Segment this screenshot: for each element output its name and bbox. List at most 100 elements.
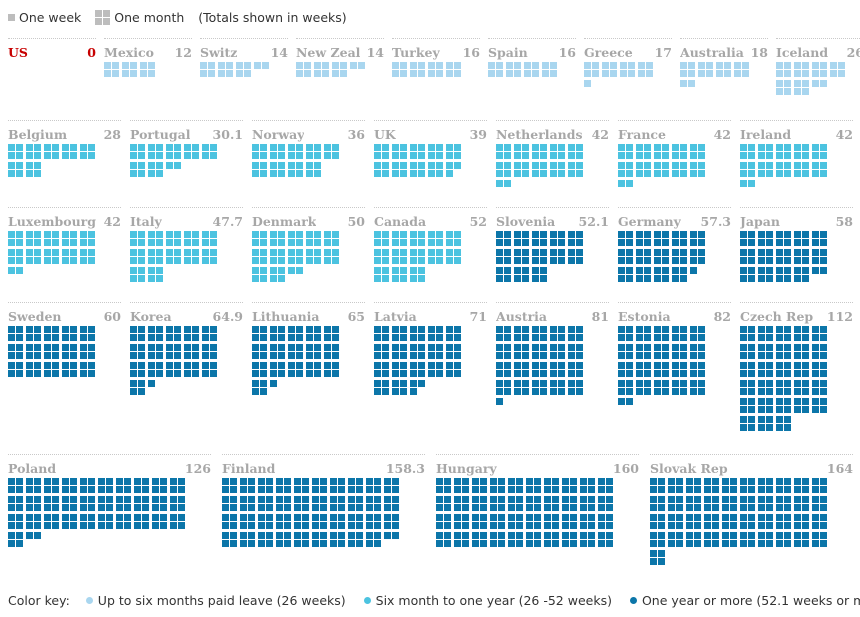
week-square <box>558 370 565 377</box>
week-square <box>428 62 435 69</box>
week-square <box>278 152 285 159</box>
week-square <box>62 239 69 246</box>
week-square <box>552 486 559 493</box>
week-square <box>506 70 513 77</box>
week-square <box>576 370 583 377</box>
week-square <box>222 540 229 547</box>
week-square <box>776 70 783 77</box>
week-square <box>490 540 497 547</box>
week-square <box>658 496 665 503</box>
week-square <box>514 362 521 369</box>
week-square <box>698 326 705 333</box>
week-square <box>570 486 577 493</box>
week-square <box>88 362 95 369</box>
week-square <box>166 362 173 369</box>
week-square <box>766 239 773 246</box>
week-square <box>340 62 347 69</box>
week-square <box>740 162 747 169</box>
week-square <box>26 344 33 351</box>
week-square <box>526 478 533 485</box>
week-square <box>740 249 747 256</box>
week-square <box>740 504 747 511</box>
week-square <box>504 380 511 387</box>
week-square <box>748 362 755 369</box>
week-square <box>210 239 217 246</box>
week-square <box>480 532 487 539</box>
week-square <box>374 532 381 539</box>
week-square <box>428 144 435 151</box>
week-square <box>260 334 267 341</box>
week-square <box>748 370 755 377</box>
week-square <box>784 249 791 256</box>
week-square <box>332 334 339 341</box>
week-square <box>52 370 59 377</box>
week-square <box>758 486 765 493</box>
week-square <box>644 352 651 359</box>
week-square <box>748 231 755 238</box>
week-square <box>698 170 705 177</box>
week-square <box>8 514 15 521</box>
week-square <box>568 152 575 159</box>
week-square <box>148 334 155 341</box>
week-square <box>588 496 595 503</box>
week-square <box>550 362 557 369</box>
week-square <box>820 398 827 405</box>
week-square <box>514 267 521 274</box>
week-square <box>312 496 319 503</box>
week-square <box>606 522 613 529</box>
week-square <box>644 170 651 177</box>
week-square <box>374 326 381 333</box>
week-square <box>8 267 15 274</box>
week-square <box>606 478 613 485</box>
week-square <box>278 249 285 256</box>
week-square <box>784 406 791 413</box>
week-square <box>498 504 505 511</box>
week-square <box>776 267 783 274</box>
week-square <box>156 239 163 246</box>
week-square <box>820 496 827 503</box>
week-square <box>148 326 155 333</box>
week-square <box>70 362 77 369</box>
week-square <box>210 352 217 359</box>
week-square <box>766 162 773 169</box>
week-square <box>124 478 131 485</box>
week-square <box>504 275 511 282</box>
week-square <box>694 532 701 539</box>
week-square <box>156 267 163 274</box>
week-square <box>618 370 625 377</box>
week-square <box>676 486 683 493</box>
week-square <box>636 370 643 377</box>
week-square <box>382 275 389 282</box>
week-square <box>618 362 625 369</box>
week-square <box>794 88 801 95</box>
week-square <box>210 144 217 151</box>
week-square <box>544 478 551 485</box>
week-square <box>436 532 443 539</box>
week-square <box>748 478 755 485</box>
week-square <box>668 478 675 485</box>
week-square <box>436 239 443 246</box>
country-name: Portugal <box>130 127 191 142</box>
week-square <box>52 478 59 485</box>
week-square <box>410 144 417 151</box>
week-square <box>260 388 267 395</box>
week-square <box>166 257 173 264</box>
week-square <box>758 344 765 351</box>
week-square <box>392 162 399 169</box>
week-square <box>758 326 765 333</box>
country-name: Latvia <box>374 309 417 324</box>
week-square <box>644 370 651 377</box>
week-square <box>540 267 547 274</box>
week-square <box>44 514 51 521</box>
week-square <box>392 144 399 151</box>
week-square <box>148 152 155 159</box>
country-name: Mexico <box>104 45 154 60</box>
legend-note: (Totals shown in weeks) <box>198 10 346 25</box>
week-square <box>446 249 453 256</box>
week-square <box>662 162 669 169</box>
week-square <box>690 170 697 177</box>
week-square <box>654 388 661 395</box>
week-square <box>332 362 339 369</box>
week-square <box>784 388 791 395</box>
week-square <box>446 144 453 151</box>
